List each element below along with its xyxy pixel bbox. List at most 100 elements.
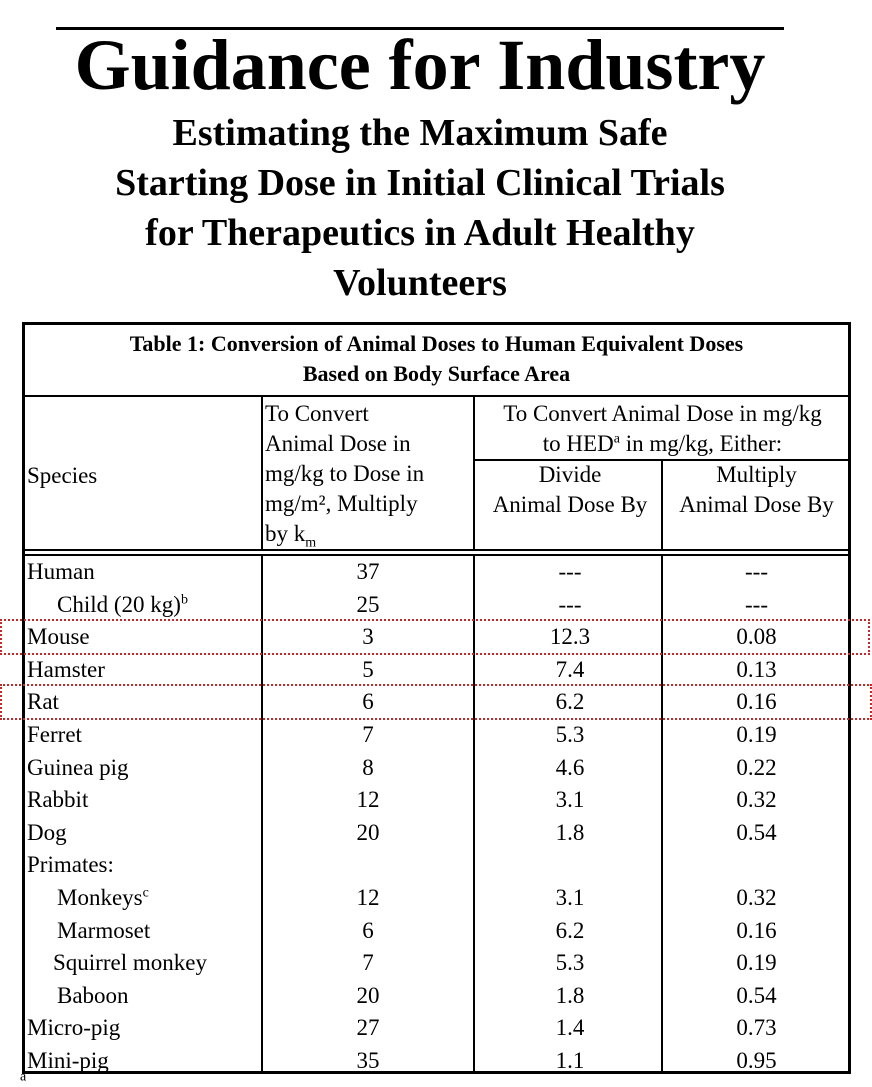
- conversion-table: Table 1: Conversion of Animal Doses to H…: [22, 322, 851, 1074]
- divide-cell: 1.1: [555, 1048, 585, 1073]
- species-cell: Marmoset: [27, 915, 150, 947]
- multiply-header: Multiply Animal Dose By: [665, 460, 848, 520]
- table-row: Baboon 20 1.8 0.54: [25, 980, 848, 1013]
- km-header-text: by k: [265, 521, 306, 546]
- species-footnote-mark: c: [142, 885, 149, 901]
- species-cell: Human: [27, 556, 95, 588]
- multiply-cell: 0.32: [736, 885, 777, 910]
- multiply-cell: 0.32: [736, 787, 777, 813]
- table-row: Marmoset 6 6.2 0.16: [25, 915, 848, 948]
- species-name: Squirrel monkey: [53, 950, 207, 976]
- hed-footnote-mark: a: [613, 431, 620, 447]
- highlight-box-rat: [0, 684, 872, 720]
- footnote-mark: a: [20, 1069, 27, 1085]
- km-cell: 6: [362, 917, 374, 943]
- column-divider: [261, 397, 263, 551]
- species-name: Rabbit: [27, 787, 89, 813]
- km-cell: 27: [356, 1015, 380, 1041]
- multiply-header-line: Animal Dose By: [679, 492, 834, 517]
- column-divider: [661, 459, 663, 551]
- species-name: Child (20 kg): [57, 591, 181, 617]
- species-name: Monkeys: [57, 885, 143, 910]
- species-name: Guinea pig: [27, 754, 129, 780]
- species-cell: Baboon: [27, 980, 129, 1012]
- multiply-cell: 0.73: [736, 1015, 777, 1041]
- species-name: Primates:: [27, 852, 114, 878]
- page-subtitle: Estimating the Maximum Safe Starting Dos…: [0, 108, 840, 308]
- species-cell: Micro-pig: [27, 1012, 120, 1044]
- km-header: To Convert Animal Dose in mg/kg to Dose …: [265, 399, 425, 551]
- divide-cell: 3.1: [555, 787, 585, 813]
- multiply-cell: 0.54: [736, 819, 777, 845]
- divide-cell: ---: [558, 591, 582, 617]
- species-cell: Dog: [27, 817, 67, 849]
- km-cell: 12: [356, 885, 380, 910]
- species-name: Dog: [27, 819, 67, 845]
- species-cell: Hamster: [27, 654, 105, 686]
- table-row: Rabbit 12 3.1 0.32: [25, 784, 848, 817]
- km-cell: 20: [356, 982, 380, 1008]
- km-cell: 35: [356, 1048, 380, 1073]
- subtitle-line: Volunteers: [333, 262, 507, 304]
- km-cell: 7: [362, 950, 374, 976]
- species-name: Human: [27, 559, 95, 584]
- multiply-cell: 0.54: [736, 982, 777, 1008]
- divide-cell: 7.4: [555, 656, 585, 682]
- highlight-box-mouse: [0, 619, 870, 655]
- table-row: Child (20 kg)b 25 --- ---: [25, 589, 848, 622]
- km-cell: 5: [362, 656, 374, 682]
- multiply-cell: 0.19: [736, 722, 777, 747]
- multiply-cell: 0.16: [736, 917, 777, 943]
- species-name: Micro-pig: [27, 1015, 121, 1041]
- table-row: Mouse 3 12.3 0.08: [25, 621, 848, 654]
- species-name: Ferret: [27, 722, 82, 747]
- table-caption: Table 1: Conversion of Animal Doses to H…: [25, 325, 848, 397]
- hed-header-text: in mg/kg, Either:: [619, 431, 783, 456]
- divide-cell: 4.6: [555, 754, 585, 780]
- species-name: Mini-pig: [27, 1048, 109, 1073]
- species-cell: Primates:: [27, 849, 114, 881]
- table-row: Rat 6 6.2 0.16: [25, 686, 848, 719]
- species-cell: Squirrel monkey: [27, 947, 207, 979]
- multiply-cell: 0.13: [736, 656, 777, 682]
- km-cell: 7: [362, 722, 374, 747]
- divide-cell: 5.3: [555, 722, 585, 747]
- species-cell: Mini-pig: [27, 1045, 109, 1077]
- km-header-line: mg/m², Multiply: [265, 491, 418, 516]
- km-cell: 37: [356, 559, 380, 584]
- divide-header-line: Divide: [538, 462, 602, 487]
- km-cell: 8: [362, 754, 374, 780]
- footnote-marker: a: [20, 1070, 26, 1087]
- km-header-line: Animal Dose in: [265, 431, 411, 456]
- km-header-line: mg/kg to Dose in: [265, 461, 425, 486]
- species-cell: Ferret: [27, 719, 82, 751]
- divide-cell: 1.8: [555, 982, 585, 1008]
- species-name: Marmoset: [57, 917, 151, 943]
- species-name: Baboon: [57, 982, 129, 1008]
- multiply-cell: 0.95: [736, 1048, 777, 1073]
- table-row: Mini-pig 35 1.1 0.95: [25, 1045, 848, 1078]
- multiply-cell: 0.22: [736, 754, 777, 780]
- divide-cell: 1.8: [555, 819, 585, 845]
- divide-cell: ---: [558, 559, 582, 584]
- subtitle-line: Starting Dose in Initial Clinical Trials: [115, 162, 725, 204]
- table-row: Squirrel monkey 7 5.3 0.19: [25, 947, 848, 980]
- header-divider: [25, 554, 848, 556]
- table-row: Micro-pig 27 1.4 0.73: [25, 1012, 848, 1045]
- divide-header: Divide Animal Dose By: [477, 460, 663, 520]
- species-cell: Mouse: [27, 621, 90, 653]
- subheader-divider: [473, 459, 848, 461]
- table-caption-line: Table 1: Conversion of Animal Doses to H…: [129, 331, 744, 356]
- multiply-cell: 0.08: [736, 624, 777, 650]
- km-header-line: To Convert: [265, 401, 369, 426]
- divide-cell: 12.3: [549, 624, 591, 650]
- km-header-line: by km: [265, 519, 424, 551]
- km-cell: 25: [356, 591, 380, 617]
- page-title: Guidance for Industry: [74, 25, 766, 105]
- column-divider: [473, 397, 475, 551]
- column-divider: [261, 554, 263, 1071]
- km-header-subscript: m: [305, 535, 317, 551]
- top-rule: [56, 27, 784, 30]
- column-divider: [661, 554, 663, 1071]
